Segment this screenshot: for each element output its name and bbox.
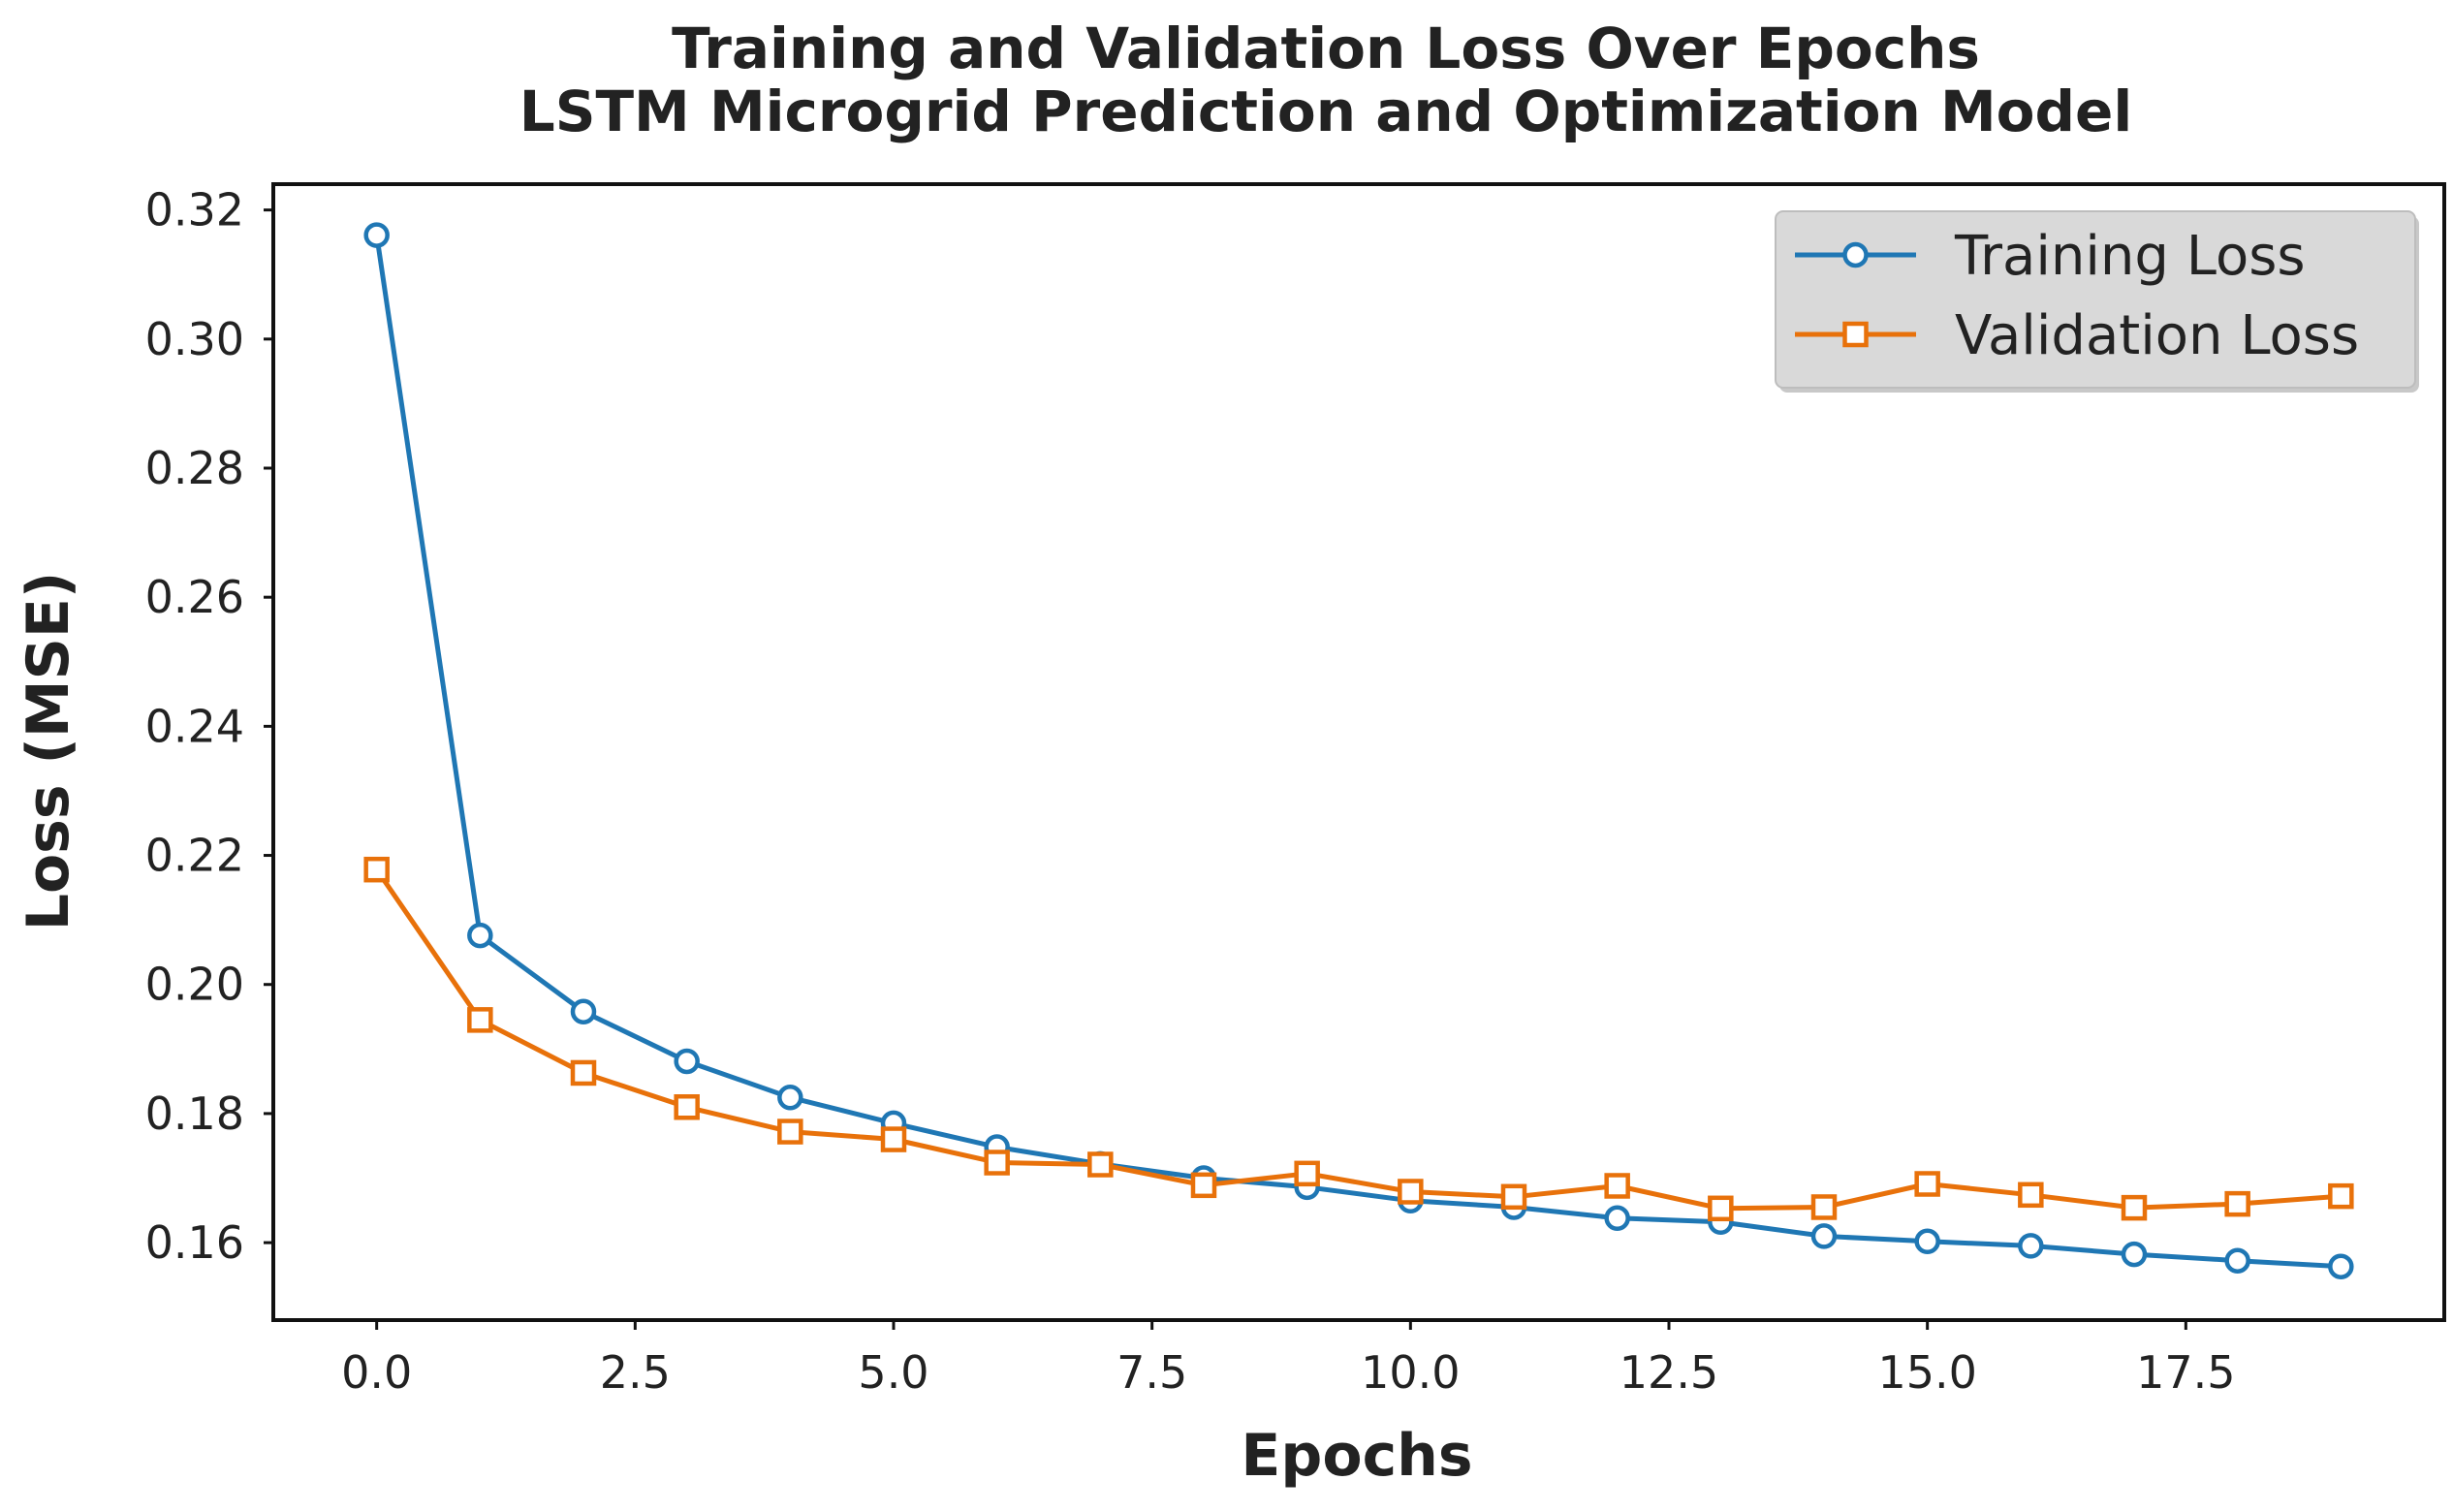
validation-loss-point [1190, 1172, 1217, 1199]
training-loss-point [777, 1085, 803, 1111]
legend-marker-validation [1842, 321, 1869, 348]
legend-label-training: Training Loss [1954, 225, 2306, 288]
training-loss-point [363, 222, 390, 248]
x-tick-label: 2.5 [600, 1346, 671, 1399]
training-loss-point [2328, 1253, 2354, 1279]
training-loss-point [467, 922, 493, 949]
validation-loss-point [1294, 1160, 1320, 1187]
y-tick-label: 0.20 [145, 959, 244, 1011]
y-axis-label: Loss (MSE) [15, 572, 82, 931]
y-tick-label: 0.18 [145, 1087, 244, 1140]
y-tick-label: 0.28 [145, 442, 244, 494]
training-loss-point [2224, 1247, 2250, 1274]
y-tick-label: 0.32 [145, 184, 244, 236]
x-tick-label: 0.0 [341, 1346, 412, 1399]
validation-loss-point [2328, 1182, 2354, 1210]
training-loss-point [674, 1048, 700, 1075]
validation-loss-point [2224, 1190, 2250, 1217]
validation-loss-point [777, 1118, 803, 1145]
validation-loss-point [674, 1094, 700, 1120]
legend-label-validation: Validation Loss [1955, 304, 2359, 367]
chart-title: Training and Validation Loss Over Epochs [672, 16, 1980, 81]
plot-area: 0.0 2.5 5.0 7.5 10.0 12.5 15.0 17.5 0.16 0.18 0.20… [145, 182, 2446, 1399]
legend: Training Loss Validation Loss [1775, 210, 2419, 393]
training-loss-point [1810, 1223, 1838, 1249]
validation-loss-point [467, 1007, 493, 1033]
validation-loss-point [1604, 1173, 1630, 1199]
x-axis-label: Epochs [1241, 1422, 1472, 1490]
x-tick-label: 12.5 [1620, 1346, 1718, 1399]
validation-loss-point [1914, 1171, 1940, 1197]
x-tick-label: 5.0 [858, 1346, 928, 1399]
validation-loss-point [570, 1059, 597, 1087]
training-loss-point [2018, 1233, 2044, 1259]
validation-loss-point [363, 856, 390, 883]
chart-subtitle: LSTM Microgrid Prediction and Optimizati… [519, 79, 2133, 144]
series-line-validation [374, 866, 2343, 1212]
validation-loss-point [2018, 1181, 2044, 1209]
validation-loss-point [1500, 1183, 1527, 1211]
validation-loss-point [1087, 1151, 1114, 1178]
y-tick-label: 0.30 [145, 313, 244, 365]
legend-box [1775, 210, 2416, 389]
plot-frame [271, 182, 2446, 1322]
y-tick-label: 0.16 [145, 1216, 244, 1269]
series-line-training [374, 233, 2343, 1270]
legend-marker-training [1842, 241, 1869, 268]
x-tick-label: 10.0 [1361, 1346, 1460, 1399]
y-tick-label: 0.24 [145, 700, 244, 752]
x-tick-label: 17.5 [2136, 1346, 2235, 1399]
training-loss-point [570, 998, 597, 1024]
x-tick-label: 7.5 [1116, 1346, 1187, 1399]
validation-loss-point [1398, 1179, 1424, 1205]
y-tick-label: 0.26 [145, 571, 244, 623]
validation-loss-point [1708, 1195, 1734, 1222]
y-tick-label: 0.22 [145, 830, 244, 882]
x-tick-label: 15.0 [1877, 1346, 1976, 1399]
validation-loss-point [1810, 1194, 1838, 1220]
training-loss-point [1604, 1205, 1630, 1232]
training-loss-point [1914, 1228, 1940, 1255]
validation-loss-point [2121, 1194, 2148, 1221]
training-loss-point [2121, 1241, 2148, 1268]
validation-loss-point [984, 1150, 1010, 1176]
validation-loss-point [880, 1126, 907, 1152]
